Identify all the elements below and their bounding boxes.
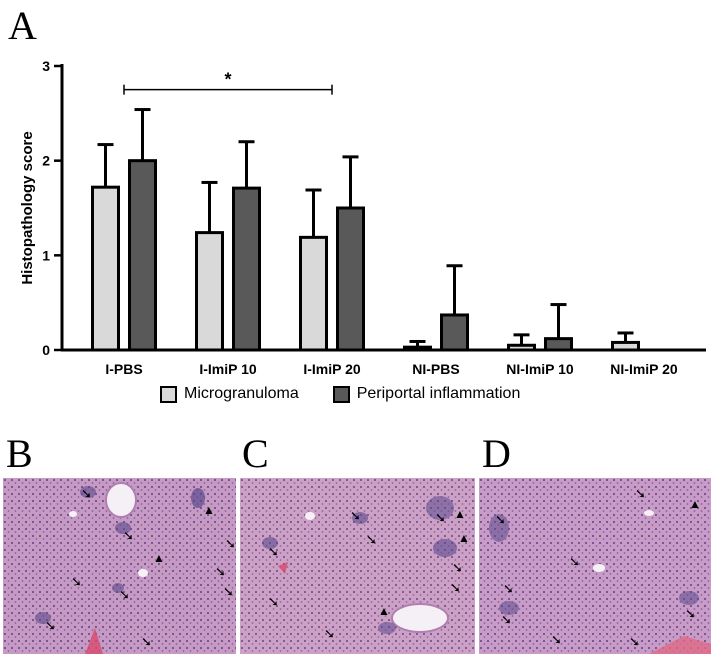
significance-label: * [224,70,231,90]
x-tick-label-ni-pbs: NI-PBS [412,361,459,377]
svg-text:➘: ➘ [123,528,134,543]
x-tick-label-i-imip-20: I-ImiP 20 [303,361,361,377]
arrow-markers-d: ➘ ➘ ➘ ➘ ➘ ➘ ➘ ➘ ▲ [495,486,701,649]
svg-text:➘: ➘ [635,486,646,501]
svg-text:➘: ➘ [350,508,361,523]
y-tick-label: 2 [42,153,50,169]
svg-text:▲: ▲ [203,503,215,517]
y-tick-label: 3 [42,58,50,74]
svg-text:➘: ➘ [225,536,236,551]
x-tick-label-i-imip-10: I-ImiP 10 [199,361,257,377]
arrow-markers-c: ➘ ➘ ➘ ➘ ➘ ➘ ➘ ➘ ▲ ▲ ▲ [268,507,470,641]
bar-microgranuloma-i-pbs [91,185,120,352]
svg-text:➘: ➘ [366,532,377,547]
svg-text:➘: ➘ [551,632,562,647]
bar-chart: 0 1 2 3 Histopathology score I-PBS I-ImiP 10 I-… [19,58,706,377]
svg-text:▲: ▲ [689,497,701,511]
svg-text:➘: ➘ [685,606,696,621]
histology-image-c: ➘ ➘ ➘ ➘ ➘ ➘ ➘ ➘ ▲ ▲ ▲ [240,478,475,654]
bar-periportal-inflammation-i-imip-10 [232,186,261,352]
svg-text:➘: ➘ [452,560,463,575]
svg-text:➘: ➘ [450,580,461,595]
svg-text:➘: ➘ [495,512,506,527]
arrow-markers-b: ➘ ➘ ➘ ➘ ➘ ➘ ➘ ➘ ➘ ▲ ▲ [45,486,236,649]
svg-text:▲: ▲ [153,551,165,565]
svg-text:▲: ▲ [378,604,390,618]
svg-text:➘: ➘ [324,626,335,641]
svg-text:▲: ▲ [458,531,470,545]
bar-periportal-inflammation-i-imip-20 [336,206,365,352]
svg-text:➘: ➘ [629,634,640,649]
svg-text:➘: ➘ [569,554,580,569]
legend-swatch-periportal-inflammation [332,385,350,403]
bar-microgranuloma-ni-imip-20 [611,340,640,352]
chart-legend: Microgranuloma Periportal inflammation [160,385,554,403]
legend-label-periportal-inflammation: Periportal inflammation [356,385,521,402]
y-tick-label: 0 [42,342,50,358]
bar-periportal-inflammation-ni-pbs [440,313,469,352]
svg-text:➘: ➘ [435,510,446,525]
legend-label-microgranuloma: Microgranuloma [184,385,299,402]
svg-text:➘: ➘ [119,587,130,602]
panel-label-a: A [8,3,37,48]
bar-periportal-inflammation-ni-imip-10 [544,337,573,352]
bar-microgranuloma-ni-imip-10 [507,343,536,352]
y-tick-label: 1 [42,247,50,263]
y-axis-title: Histopathology score [19,131,36,284]
x-tick-label-ni-imip-20: NI-ImiP 20 [610,361,678,377]
histology-image-d: ➘ ➘ ➘ ➘ ➘ ➘ ➘ ➘ ▲ [479,478,711,654]
svg-text:➘: ➘ [501,612,512,627]
legend-item-microgranuloma: Microgranuloma [160,385,299,403]
histology-image-b: ➘ ➘ ➘ ➘ ➘ ➘ ➘ ➘ ➘ ▲ ▲ [3,478,236,654]
svg-text:▲: ▲ [454,507,466,521]
x-tick-label-i-pbs: I-PBS [105,361,142,377]
bar-microgranuloma-ni-pbs [403,345,432,352]
svg-text:➘: ➘ [215,564,226,579]
svg-text:➘: ➘ [223,584,234,599]
svg-text:➘: ➘ [268,544,279,559]
legend-item-periportal-inflammation: Periportal inflammation [332,385,521,403]
svg-text:➘: ➘ [141,634,152,649]
bar-microgranuloma-i-imip-10 [195,231,224,352]
panel-label-c: C [242,431,269,476]
legend-swatch-microgranuloma [160,385,177,403]
x-tick-label-ni-imip-10: NI-ImiP 10 [506,361,574,377]
panel-label-b: B [6,431,33,476]
panel-label-d: D [482,431,511,476]
bar-microgranuloma-i-imip-20 [299,235,328,352]
svg-text:➘: ➘ [503,581,514,596]
svg-text:➘: ➘ [268,594,279,609]
svg-text:➘: ➘ [71,574,82,589]
svg-text:➘: ➘ [45,618,56,633]
svg-text:➘: ➘ [81,486,92,501]
bar-periportal-inflammation-i-pbs [128,159,157,352]
